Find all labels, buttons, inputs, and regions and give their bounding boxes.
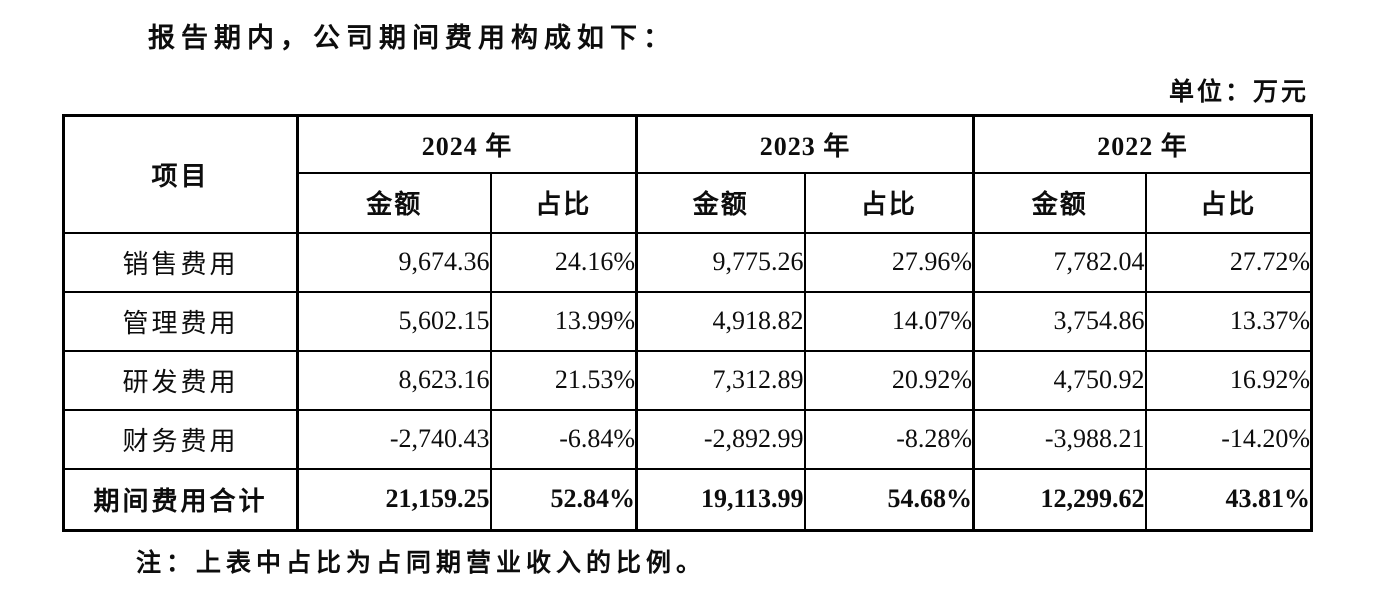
cell-value: 21.53% (489, 349, 638, 411)
unit-label: 单位：万元 (1168, 79, 1309, 106)
cell-value: 7,782.04 (972, 231, 1147, 293)
cell-value: 7,312.89 (635, 349, 806, 411)
column-header-ratio-2024: 占比 (489, 171, 638, 234)
intro-text: 报告期内，公司期间费用构成如下： (148, 23, 676, 53)
table-row: 财务费用 -2,740.43 -6.84% -2,892.99 -8.28% -… (62, 408, 1313, 470)
column-header-year-2024: 2024 年 (295, 114, 638, 174)
row-label: 销售费用 (62, 231, 299, 293)
column-header-amount-2024: 金额 (296, 171, 492, 234)
sub-header-row: 金额 占比 金额 占比 金额 占比 (64, 171, 1313, 234)
column-header-year-2023: 2023 年 (635, 114, 975, 174)
column-header-ratio-2022: 占比 (1144, 171, 1313, 234)
table-row-total: 期间费用合计 21,159.25 52.84% 19,113.99 54.68%… (62, 467, 1313, 532)
period-expenses-table: 项目 2024 年 2023 年 2022 年 金额 占比 金额 占比 金额 占… (62, 114, 1314, 532)
cell-value: 21,159.25 (296, 467, 492, 532)
cell-value: 3,754.86 (972, 290, 1147, 352)
footnote-text: 注：上表中占比为占同期营业收入的比例。 (136, 550, 707, 577)
year-header-row: 项目 2024 年 2023 年 2022 年 (62, 114, 1313, 234)
cell-value: 13.37% (1144, 290, 1313, 352)
column-header-amount-2022: 金额 (972, 171, 1147, 234)
cell-value: 4,750.92 (972, 349, 1147, 411)
column-header-amount-2023: 金额 (635, 171, 806, 234)
cell-value: -6.84% (489, 408, 638, 470)
cell-value: 9,775.26 (635, 231, 806, 293)
cell-value: 4,918.82 (635, 290, 806, 352)
cell-value: -8.28% (803, 408, 975, 470)
cell-value: 27.96% (803, 231, 975, 293)
cell-value: -3,988.21 (972, 408, 1147, 470)
row-label: 期间费用合计 (62, 467, 299, 532)
cell-value: -2,740.43 (296, 408, 492, 470)
cell-value: 24.16% (489, 231, 638, 293)
column-header-year-2022: 2022 年 (972, 114, 1313, 174)
column-header-ratio-2023: 占比 (803, 171, 975, 234)
cell-value: 16.92% (1144, 349, 1313, 411)
cell-value: 54.68% (803, 467, 975, 532)
column-header-item: 项目 (62, 114, 299, 234)
cell-value: -2,892.99 (635, 408, 806, 470)
cell-value: -14.20% (1144, 408, 1313, 470)
cell-value: 19,113.99 (635, 467, 806, 532)
cell-value: 27.72% (1144, 231, 1313, 293)
cell-value: 5,602.15 (296, 290, 492, 352)
cell-value: 13.99% (489, 290, 638, 352)
cell-value: 20.92% (803, 349, 975, 411)
row-label: 管理费用 (62, 290, 299, 352)
cell-value: 12,299.62 (972, 467, 1147, 532)
table-row: 管理费用 5,602.15 13.99% 4,918.82 14.07% 3,7… (62, 290, 1313, 352)
row-label: 研发费用 (62, 349, 299, 411)
row-label: 财务费用 (62, 408, 299, 470)
table-row: 销售费用 9,674.36 24.16% 9,775.26 27.96% 7,7… (62, 231, 1313, 293)
cell-value: 9,674.36 (296, 231, 492, 293)
cell-value: 8,623.16 (296, 349, 492, 411)
cell-value: 43.81% (1144, 467, 1313, 532)
table-row: 研发费用 8,623.16 21.53% 7,312.89 20.92% 4,7… (62, 349, 1313, 411)
cell-value: 52.84% (489, 467, 638, 532)
cell-value: 14.07% (803, 290, 975, 352)
